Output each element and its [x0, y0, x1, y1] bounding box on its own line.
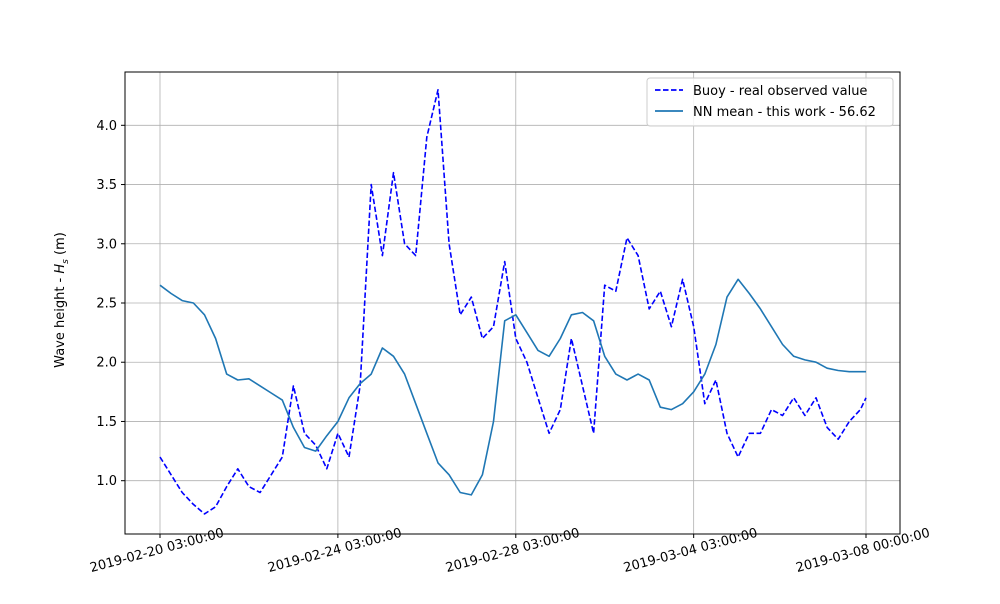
legend-label-buoy: Buoy - real observed value — [693, 84, 867, 99]
y-axis-label: Wave height - Hs (m) — [53, 232, 71, 368]
y-tick-label: 1.5 — [96, 415, 117, 430]
y-tick-label: 2.0 — [96, 356, 117, 371]
y-tick-label: 1.0 — [96, 474, 117, 489]
y-tick-label: 4.0 — [96, 119, 117, 134]
grid — [125, 72, 900, 534]
y-tick-label: 3.0 — [96, 237, 117, 252]
y-tick-label: 3.5 — [96, 178, 117, 193]
series-line-nn-mean — [159, 278, 866, 496]
series-line-buoy — [159, 89, 867, 515]
y-tick-label: 2.5 — [96, 297, 117, 312]
legend: Buoy - real observed value NN mean - thi… — [646, 77, 894, 127]
y-axis: 1.0 1.5 2.0 2.5 3.0 3.5 4.0 — [96, 119, 125, 489]
series-lines — [159, 89, 867, 515]
legend-label-nn: NN mean - this work - 56.62 — [693, 105, 876, 120]
legend-box — [646, 77, 894, 127]
